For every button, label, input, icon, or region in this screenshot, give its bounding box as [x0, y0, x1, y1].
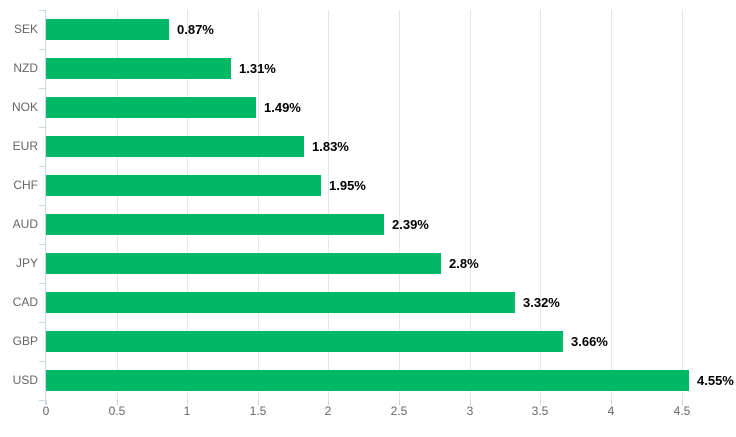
data-label-cad: 3.32%: [523, 295, 560, 310]
x-tick-label: 3: [466, 404, 474, 418]
x-tick-label: 1: [183, 404, 191, 418]
x-axis-tick: [187, 400, 188, 405]
x-tick-label: 0.5: [108, 404, 126, 418]
category-label-eur: EUR: [12, 139, 38, 153]
category-tick: [39, 88, 46, 89]
bar-jpy[interactable]: [46, 253, 441, 274]
data-label-nzd: 1.31%: [239, 61, 276, 76]
category-label-chf: CHF: [13, 178, 38, 192]
x-axis-tick: [117, 400, 118, 405]
x-axis-tick: [399, 400, 400, 405]
category-label-usd: USD: [12, 373, 38, 387]
bar-cad[interactable]: [46, 292, 515, 313]
category-tick: [39, 10, 46, 11]
category-tick: [39, 244, 46, 245]
bar-usd[interactable]: [46, 370, 689, 391]
gridline: [258, 10, 259, 400]
x-axis-tick: [611, 400, 612, 405]
gridline: [187, 10, 188, 400]
gridline: [682, 10, 683, 400]
bar-aud[interactable]: [46, 214, 384, 235]
bar-chf[interactable]: [46, 175, 321, 196]
gridline: [611, 10, 612, 400]
category-tick: [39, 322, 46, 323]
category-label-gbp: GBP: [12, 334, 38, 348]
data-label-nok: 1.49%: [264, 100, 301, 115]
x-axis-tick: [258, 400, 259, 405]
category-tick: [39, 166, 46, 167]
bar-nzd[interactable]: [46, 58, 231, 79]
gridline: [470, 10, 471, 400]
category-label-sek: SEK: [13, 22, 38, 36]
category-tick: [39, 205, 46, 206]
data-label-usd: 4.55%: [697, 373, 734, 388]
data-label-chf: 1.95%: [329, 178, 366, 193]
gridline: [117, 10, 118, 400]
x-tick-label: 2.5: [390, 404, 408, 418]
category-label-aud: AUD: [12, 217, 38, 231]
category-tick: [39, 400, 46, 401]
gridline: [540, 10, 541, 400]
plot-area: 0.87% 1.31% 1.49% 1.83% 1.95% 2.39% 2.8% 3.32% 3…: [46, 10, 734, 400]
x-axis-tick: [328, 400, 329, 405]
data-label-eur: 1.83%: [312, 139, 349, 154]
x-axis-tick: [470, 400, 471, 405]
category-tick: [39, 283, 46, 284]
gridline: [399, 10, 400, 400]
x-axis-tick: [540, 400, 541, 405]
x-axis-tick: [682, 400, 683, 405]
category-tick: [39, 361, 46, 362]
x-tick-label: 0: [42, 404, 50, 418]
category-label-jpy: JPY: [15, 256, 38, 270]
y-axis-line: [45, 10, 46, 405]
data-label-sek: 0.87%: [177, 22, 214, 37]
gridline: [328, 10, 329, 400]
category-tick: [39, 49, 46, 50]
x-tick-label: 3.5: [531, 404, 549, 418]
x-tick-label: 4: [607, 404, 615, 418]
bar-eur[interactable]: [46, 136, 304, 157]
category-label-cad: CAD: [12, 295, 38, 309]
x-tick-label: 4.5: [673, 404, 691, 418]
bar-gbp[interactable]: [46, 331, 563, 352]
data-label-jpy: 2.8%: [449, 256, 479, 271]
bar-nok[interactable]: [46, 97, 256, 118]
bar-sek[interactable]: [46, 19, 169, 40]
category-label-nok: NOK: [11, 100, 38, 114]
x-axis-tick: [46, 400, 47, 405]
x-tick-label: 1.5: [249, 404, 267, 418]
x-tick-label: 2: [324, 404, 332, 418]
category-tick: [39, 127, 46, 128]
data-label-gbp: 3.66%: [571, 334, 608, 349]
category-label-nzd: NZD: [13, 61, 38, 75]
data-label-aud: 2.39%: [392, 217, 429, 232]
